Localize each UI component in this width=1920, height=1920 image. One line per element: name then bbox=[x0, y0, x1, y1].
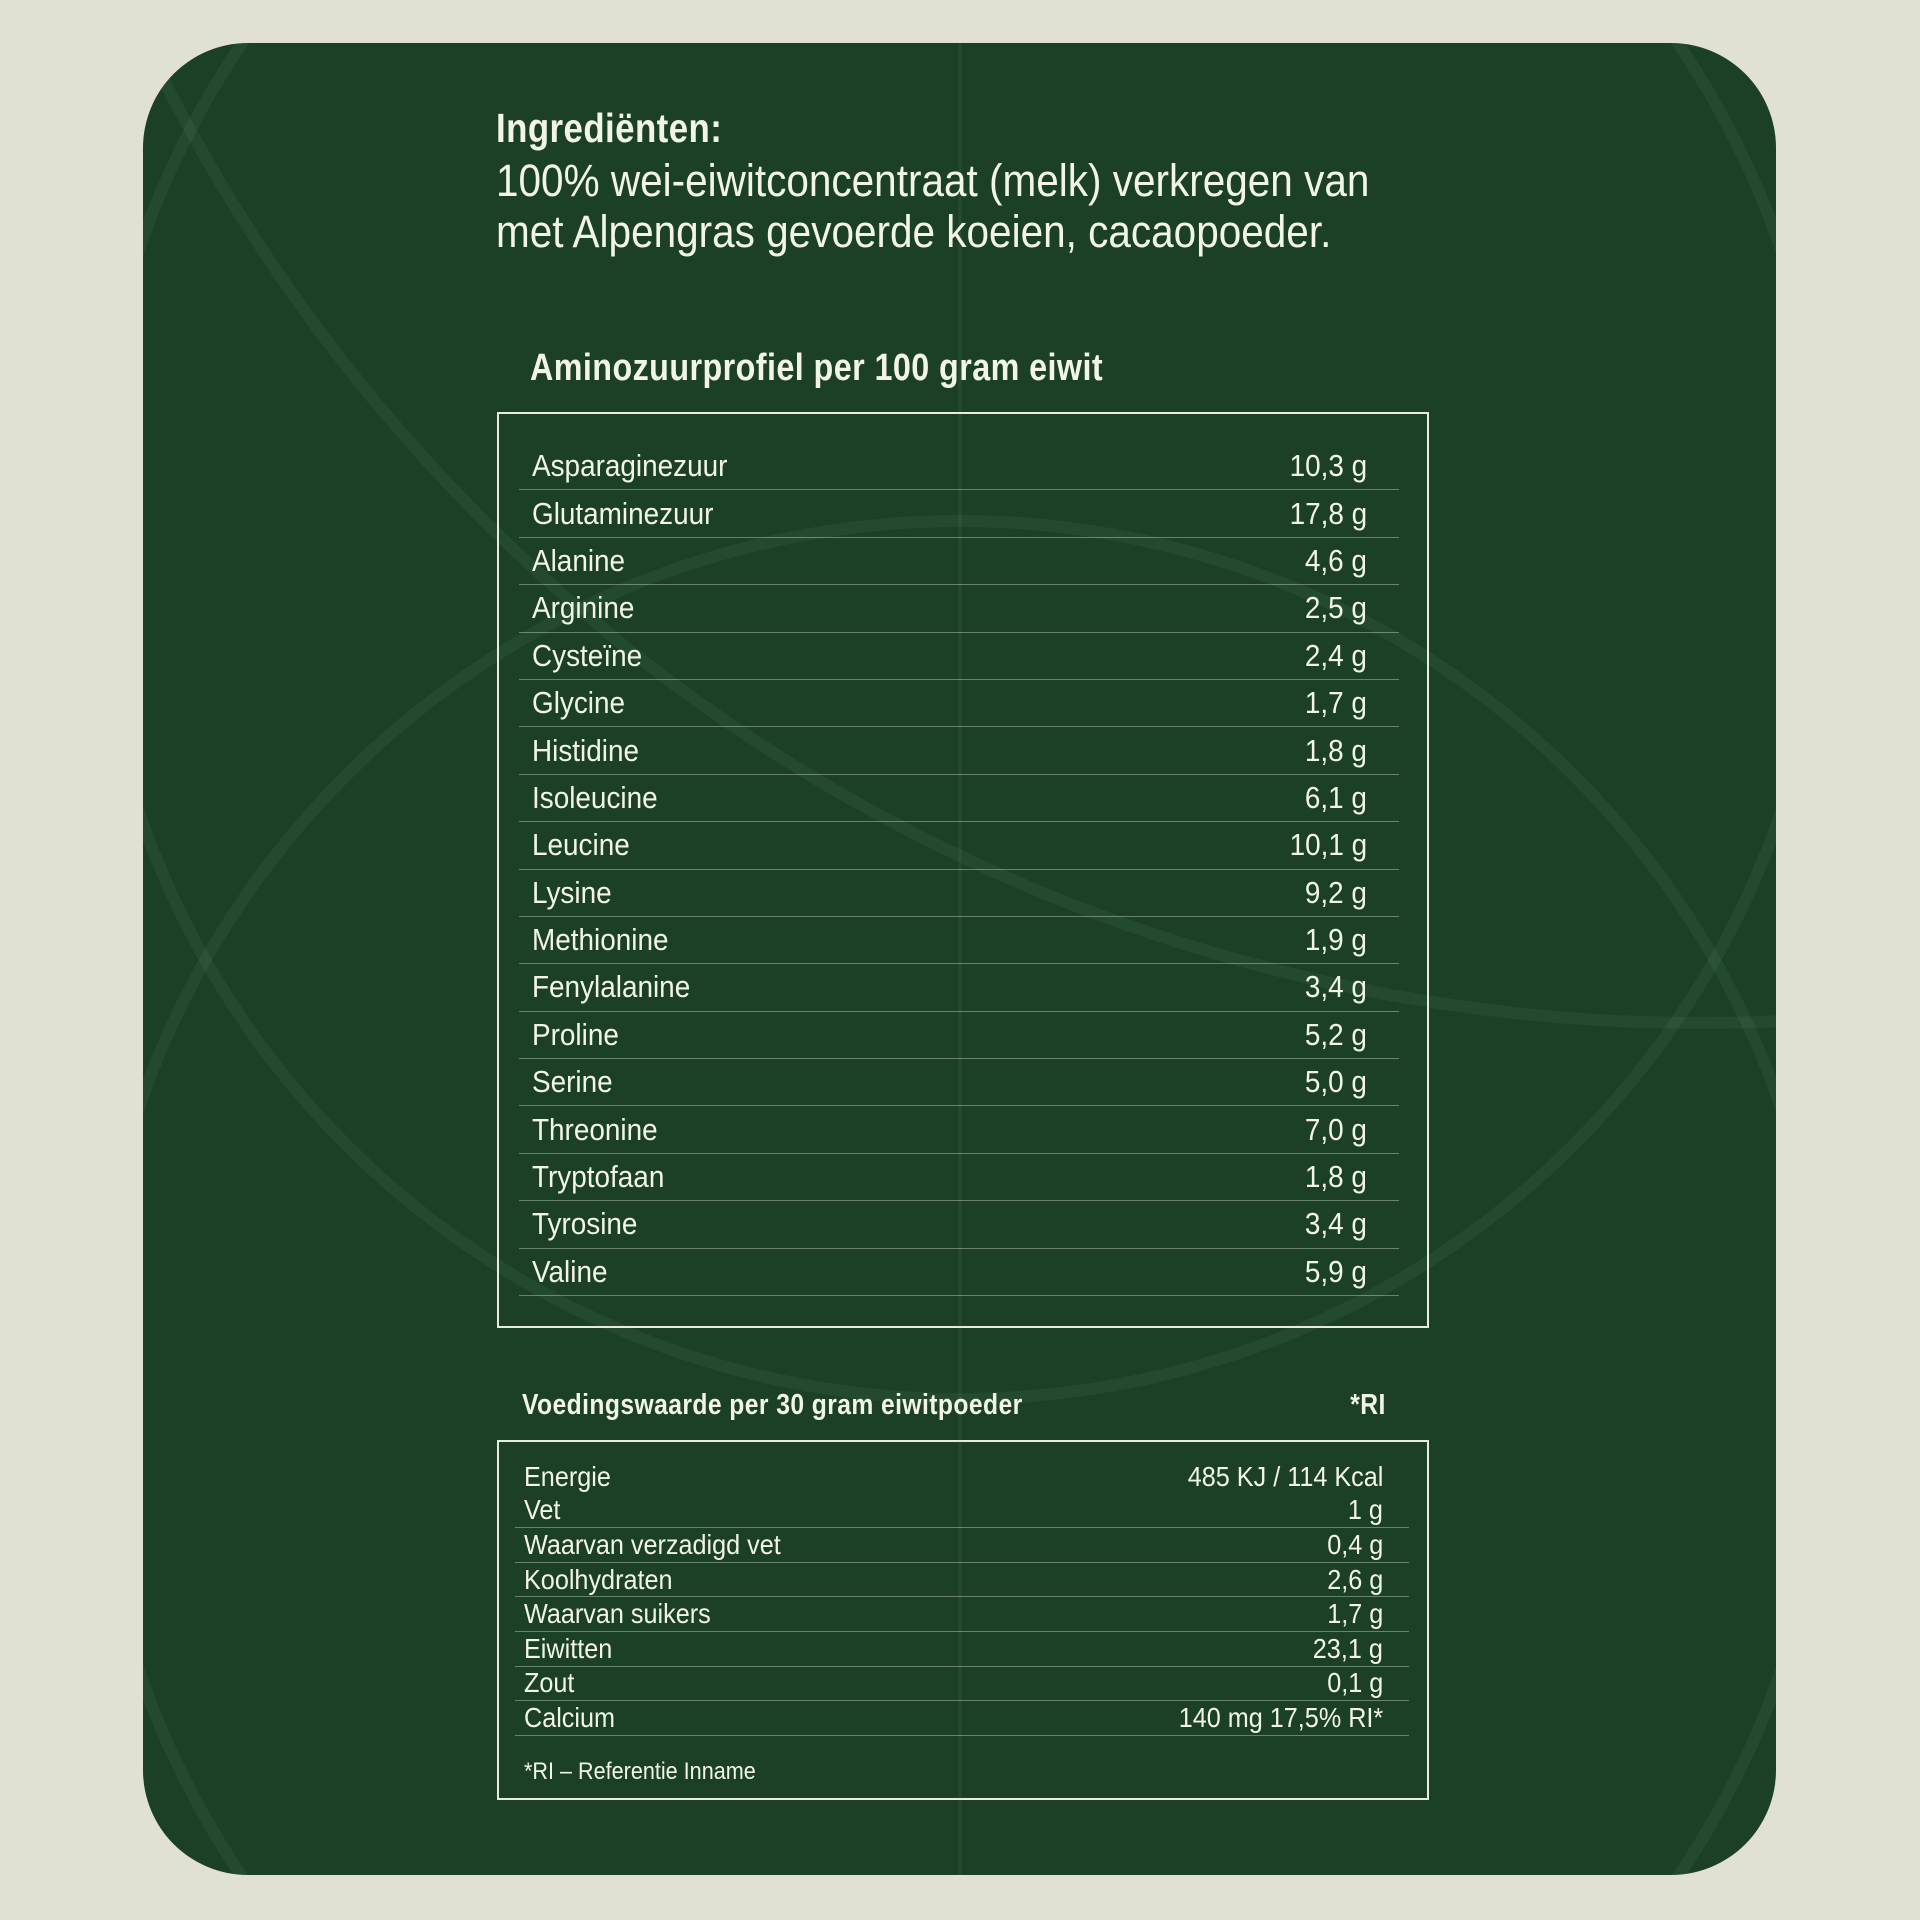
ri-footnote-text: *RI – Referentie Inname bbox=[524, 1757, 756, 1785]
nutrition-row-value: 1,7 g bbox=[1326, 1598, 1383, 1630]
amino-acid-row-label: Glycine bbox=[532, 685, 626, 721]
amino-acid-row: Serine 5,0 g bbox=[519, 1059, 1399, 1107]
amino-acid-row-label: Lysine bbox=[532, 874, 612, 910]
amino-acid-row-value: 10,1 g bbox=[1289, 827, 1367, 863]
amino-acid-row-value: 6,1 g bbox=[1304, 779, 1367, 815]
nutrition-title-text: Voedingswaarde per 30 gram eiwitpoeder bbox=[522, 1389, 1023, 1421]
nutrition-row: Waarvan suikers 1,7 g bbox=[515, 1597, 1409, 1632]
amino-acid-row-value: 1,8 g bbox=[1304, 1159, 1367, 1195]
ri-header-label: *RI bbox=[1350, 1389, 1386, 1421]
amino-acid-row-label: Serine bbox=[532, 1064, 613, 1100]
ingredients-text: 100% wei-eiwitconcentraat (melk) verkreg… bbox=[496, 155, 1466, 257]
amino-acid-row-value: 5,2 g bbox=[1304, 1016, 1367, 1052]
amino-acid-row: Isoleucine 6,1 g bbox=[519, 775, 1399, 823]
amino-acid-row-value: 2,5 g bbox=[1304, 590, 1367, 626]
nutrition-row-label: Energie bbox=[524, 1460, 611, 1492]
nutrition-row-value: 0,4 g bbox=[1326, 1528, 1383, 1560]
amino-acid-row: Tyrosine 3,4 g bbox=[519, 1201, 1399, 1249]
amino-acid-row: Glycine 1,7 g bbox=[519, 680, 1399, 728]
amino-acid-row-value: 17,8 g bbox=[1289, 495, 1367, 531]
amino-acid-row-label: Tryptofaan bbox=[532, 1159, 665, 1195]
amino-acid-row: Methionine 1,9 g bbox=[519, 917, 1399, 965]
amino-profile-title-text: Aminozuurprofiel per 100 gram eiwit bbox=[530, 347, 1104, 389]
nutrition-row: Calcium 140 mg 17,5% RI* bbox=[515, 1701, 1409, 1736]
nutrition-row-label: Waarvan suikers bbox=[524, 1598, 711, 1630]
amino-acid-row-label: Arginine bbox=[532, 590, 635, 626]
amino-acid-row-label: Histidine bbox=[532, 732, 640, 768]
nutrition-row: Zout 0,1 g bbox=[515, 1667, 1409, 1702]
nutrition-row-label: Koolhydraten bbox=[524, 1563, 673, 1595]
amino-acid-row-label: Glutaminezuur bbox=[532, 495, 714, 531]
nutrition-row-value: 140 mg 17,5% RI* bbox=[1178, 1701, 1383, 1733]
ri-footnote: *RI – Referentie Inname bbox=[499, 1758, 1427, 1786]
nutrition-row: Vet 1 g bbox=[515, 1494, 1409, 1529]
amino-acid-row: Alanine 4,6 g bbox=[519, 538, 1399, 586]
amino-acid-row-label: Methionine bbox=[532, 922, 669, 958]
nutrition-row-value: 1 g bbox=[1347, 1494, 1383, 1526]
amino-acid-row-value: 10,3 g bbox=[1289, 448, 1367, 484]
nutrition-row-label: Zout bbox=[524, 1667, 575, 1699]
amino-acid-row-label: Alanine bbox=[532, 542, 626, 578]
ingredients-title-text: Ingrediënten: bbox=[496, 105, 723, 151]
amino-acid-row-value: 5,9 g bbox=[1304, 1253, 1367, 1289]
amino-acid-row-label: Leucine bbox=[532, 827, 630, 863]
amino-acid-row-label: Asparaginezuur bbox=[532, 448, 728, 484]
amino-acid-row: Threonine 7,0 g bbox=[519, 1106, 1399, 1154]
nutrition-row-value: 0,1 g bbox=[1326, 1667, 1383, 1699]
amino-acid-row-value: 5,0 g bbox=[1304, 1064, 1367, 1100]
amino-acid-row: Lysine 9,2 g bbox=[519, 870, 1399, 917]
amino-acid-row-value: 3,4 g bbox=[1304, 969, 1367, 1005]
amino-acid-row: Valine 5,9 g bbox=[519, 1249, 1399, 1297]
nutrition-row: Koolhydraten 2,6 g bbox=[515, 1563, 1409, 1598]
nutrition-row: Energie 485 KJ / 114 Kcal bbox=[515, 1460, 1409, 1494]
nutrition-row-label: Calcium bbox=[524, 1701, 616, 1733]
amino-acid-row: Fenylalanine 3,4 g bbox=[519, 964, 1399, 1012]
amino-acid-row-label: Fenylalanine bbox=[532, 969, 691, 1005]
amino-acid-row-value: 9,2 g bbox=[1304, 874, 1367, 910]
amino-acid-row-label: Isoleucine bbox=[532, 779, 658, 815]
amino-acid-row: Tryptofaan 1,8 g bbox=[519, 1154, 1399, 1202]
ingredients-line-2: met Alpengras gevoerde koeien, cacaopoed… bbox=[496, 206, 1332, 257]
amino-acid-row-label: Cysteïne bbox=[532, 637, 643, 673]
amino-acid-row: Leucine 10,1 g bbox=[519, 822, 1399, 870]
label-panel: Ingrediënten: 100% wei-eiwitconcentraat … bbox=[143, 43, 1776, 1875]
amino-acid-row: Arginine 2,5 g bbox=[519, 585, 1399, 633]
nutrition-row-value: 485 KJ / 114 Kcal bbox=[1187, 1460, 1383, 1492]
amino-acid-row-value: 7,0 g bbox=[1304, 1111, 1367, 1147]
amino-acid-row: Glutaminezuur 17,8 g bbox=[519, 490, 1399, 538]
amino-acid-row-value: 1,9 g bbox=[1304, 922, 1367, 958]
amino-acid-row-value: 4,6 g bbox=[1304, 542, 1367, 578]
amino-acid-row-value: 2,4 g bbox=[1304, 637, 1367, 673]
amino-acid-row-label: Proline bbox=[532, 1016, 619, 1052]
nutrition-row: Eiwitten 23,1 g bbox=[515, 1632, 1409, 1667]
amino-profile-title: Aminozuurprofiel per 100 gram eiwit bbox=[530, 347, 1204, 390]
nutrition-row-label: Waarvan verzadigd vet bbox=[524, 1528, 781, 1560]
nutrition-row-label: Eiwitten bbox=[524, 1632, 613, 1664]
nutrition-row-value: 2,6 g bbox=[1326, 1563, 1383, 1595]
amino-acid-row: Histidine 1,8 g bbox=[519, 727, 1399, 775]
nutrition-header: Voedingswaarde per 30 gram eiwitpoeder *… bbox=[522, 1389, 1386, 1422]
amino-acid-row: Proline 5,2 g bbox=[519, 1012, 1399, 1060]
amino-acid-row: Asparaginezuur 10,3 g bbox=[519, 443, 1399, 491]
amino-acid-row-label: Tyrosine bbox=[532, 1206, 638, 1242]
nutrition-table: Energie 485 KJ / 114 Kcal Vet 1 g Waarvan ve… bbox=[497, 1440, 1429, 1800]
nutrition-row: Waarvan verzadigd vet 0,4 g bbox=[515, 1528, 1409, 1563]
amino-acid-row-label: Threonine bbox=[532, 1111, 658, 1147]
amino-acid-table: Asparaginezuur 10,3 g Glutaminezuur 17,8 g A… bbox=[497, 412, 1429, 1328]
amino-acid-row-value: 3,4 g bbox=[1304, 1206, 1367, 1242]
nutrition-row-label: Vet bbox=[524, 1494, 561, 1526]
amino-acid-row: Cysteïne 2,4 g bbox=[519, 633, 1399, 680]
amino-acid-row-value: 1,8 g bbox=[1304, 732, 1367, 768]
ingredients-line-1: 100% wei-eiwitconcentraat (melk) verkreg… bbox=[496, 155, 1370, 206]
amino-acid-row-label: Valine bbox=[532, 1253, 608, 1289]
ingredients-title: Ingrediënten: bbox=[496, 105, 762, 152]
amino-acid-row-value: 1,7 g bbox=[1304, 685, 1367, 721]
nutrition-row-value: 23,1 g bbox=[1312, 1632, 1383, 1664]
